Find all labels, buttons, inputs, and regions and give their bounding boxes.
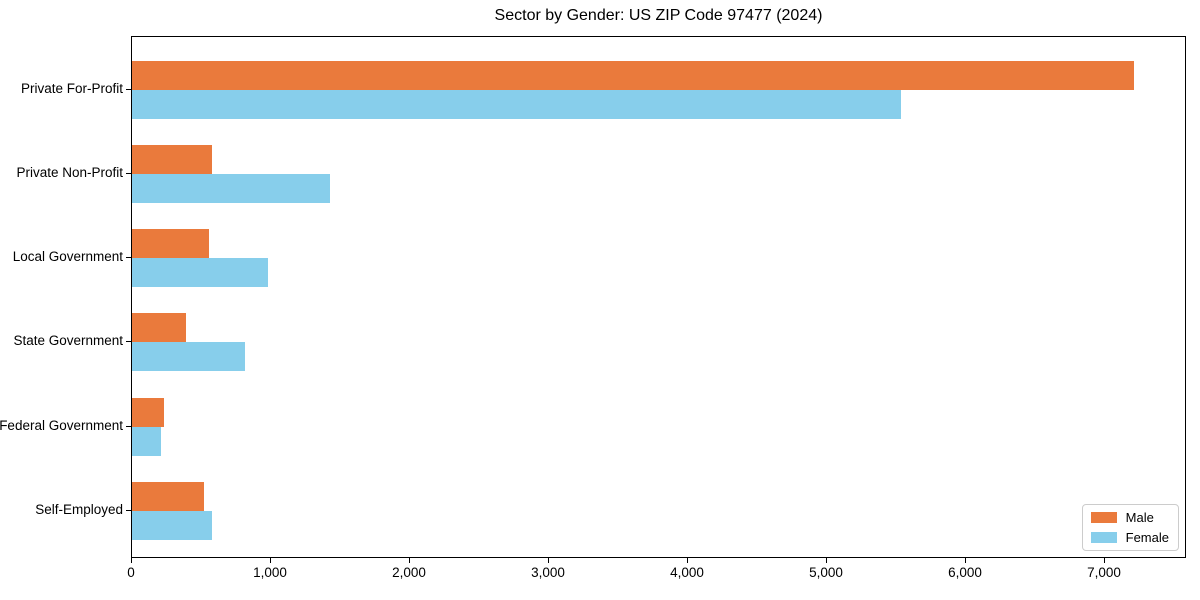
xtick-mark-6000: [964, 558, 966, 563]
legend-swatch-male: [1090, 512, 1117, 523]
ytick-label-federal-government: Federal Government: [0, 417, 123, 433]
bar-female-self-employed: [132, 511, 212, 540]
bar-male-state-government: [132, 313, 187, 343]
xtick-label-0: 0: [127, 565, 135, 580]
xtick-label-2000: 2,000: [392, 565, 426, 580]
chart-title: Sector by Gender: US ZIP Code 97477 (202…: [494, 7, 823, 24]
xtick-label-4000: 4,000: [670, 565, 704, 580]
xtick-label-1000: 1,000: [253, 565, 287, 580]
xtick-label-6000: 6,000: [948, 565, 982, 580]
ytick-label-private-for-profit: Private For-Profit: [20, 80, 123, 96]
bar-male-private-non-profit: [132, 144, 212, 174]
ytick-mark-private-non-profit: [126, 172, 131, 174]
xtick-mark-3000: [547, 558, 549, 563]
ytick-mark-private-for-profit: [126, 88, 131, 90]
xtick-label-5000: 5,000: [809, 565, 843, 580]
legend-swatch-female: [1090, 532, 1117, 543]
xtick-label-3000: 3,000: [531, 565, 565, 580]
ytick-label-private-non-profit: Private Non-Profit: [16, 164, 123, 180]
bar-female-federal-government: [132, 426, 162, 456]
bar-male-private-for-profit: [132, 60, 1134, 90]
xtick-mark-0: [131, 558, 132, 563]
legend-entry-male: Male: [1090, 510, 1169, 525]
bar-female-private-for-profit: [132, 89, 901, 119]
xtick-mark-2000: [408, 558, 410, 563]
ytick-mark-state-government: [126, 341, 131, 343]
xtick-mark-5000: [825, 558, 827, 563]
xtick-label-7000: 7,000: [1087, 565, 1121, 580]
bar-male-federal-government: [132, 397, 164, 427]
ytick-mark-federal-government: [126, 425, 131, 427]
legend-label-female: Female: [1125, 530, 1169, 545]
bar-female-state-government: [132, 342, 246, 372]
xtick-mark-7000: [1103, 558, 1105, 563]
ytick-label-local-government: Local Government: [12, 249, 123, 265]
bar-male-self-employed: [132, 482, 205, 511]
plot-area: Male Female: [131, 36, 1186, 558]
ytick-label-state-government: State Government: [13, 333, 123, 349]
ytick-mark-self-employed: [126, 510, 131, 511]
xtick-mark-4000: [686, 558, 688, 563]
ytick-mark-local-government: [126, 257, 131, 259]
bar-female-private-non-profit: [132, 173, 330, 203]
bar-female-local-government: [132, 258, 268, 288]
legend: Male Female: [1081, 504, 1179, 551]
legend-label-male: Male: [1125, 510, 1154, 525]
xtick-mark-1000: [269, 558, 271, 563]
ytick-label-self-employed: Self-Employed: [35, 502, 123, 517]
bar-male-local-government: [132, 229, 209, 259]
legend-entry-female: Female: [1090, 530, 1169, 545]
